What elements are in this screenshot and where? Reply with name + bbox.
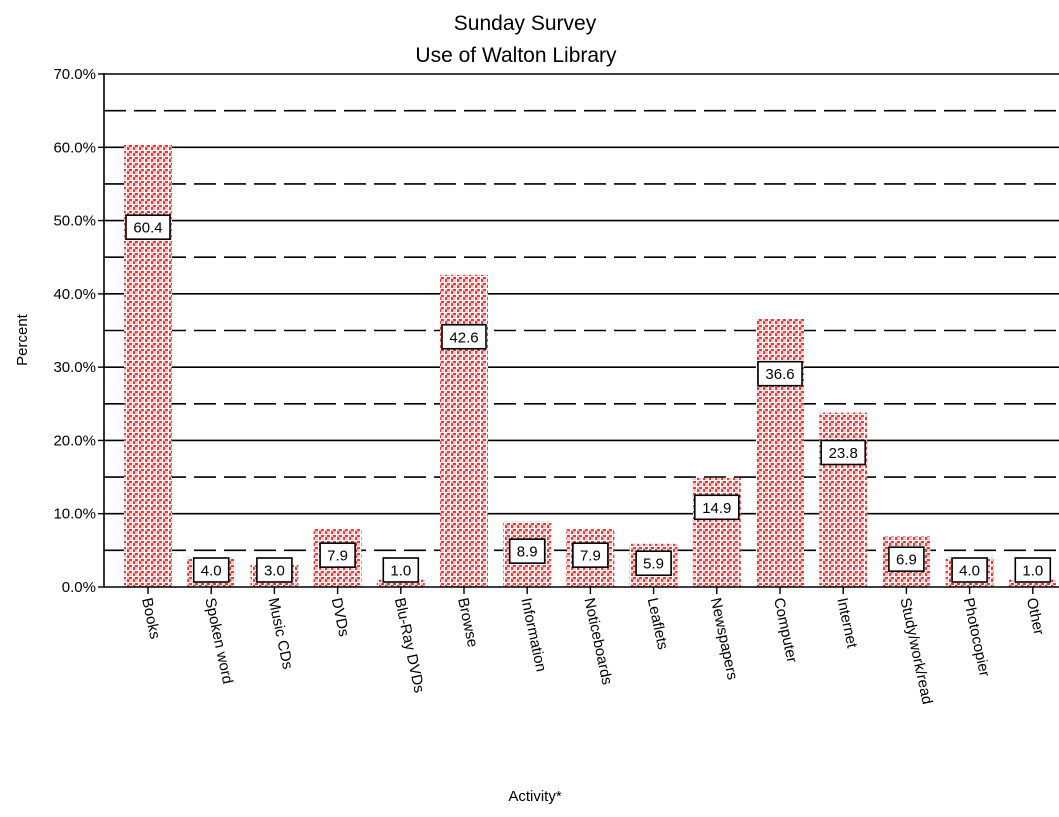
data-label-value: 1.0 <box>390 563 411 580</box>
data-label: 7.9 <box>319 542 356 568</box>
bar-newspapers <box>692 477 741 587</box>
data-label-value: 8.9 <box>517 544 538 561</box>
data-label: 60.4 <box>125 214 171 240</box>
data-label-box <box>382 557 420 583</box>
data-label-value: 3.0 <box>264 563 285 580</box>
x-category-label: Information <box>517 596 549 673</box>
data-label-value: 6.9 <box>896 552 917 569</box>
y-tick-label: 60.0% <box>53 139 96 156</box>
x-category-label: Leaflets <box>644 596 672 651</box>
x-axis-title: Activity* <box>508 788 562 805</box>
chart-subtitle: Use of Walton Library <box>415 44 617 67</box>
y-tick-label: 10.0% <box>53 506 96 523</box>
data-label: 5.9 <box>635 550 672 577</box>
data-label-box <box>256 557 293 583</box>
x-category-labels: Books Spoken word Music CDs DVDs Blu-Ray DVD… <box>138 596 1047 706</box>
y-tick-label: 50.0% <box>53 213 96 230</box>
data-label-box <box>888 546 925 572</box>
data-label-box <box>441 323 487 350</box>
data-label-value: 4.0 <box>201 563 222 580</box>
y-tick-label: 30.0% <box>53 359 96 376</box>
data-label-value: 4.0 <box>959 563 980 580</box>
data-label-value: 60.4 <box>133 220 162 237</box>
x-category-label: Study/work/read <box>896 596 935 706</box>
data-label-value: 1.0 <box>1022 563 1043 580</box>
data-label-box <box>1014 557 1052 583</box>
data-label: 4.0 <box>192 557 230 583</box>
bar-books <box>124 144 172 587</box>
y-tick-label: 0.0% <box>62 579 96 596</box>
data-label: 14.9 <box>693 494 740 521</box>
data-label-box <box>192 557 230 583</box>
x-category-label: Browse <box>454 596 481 648</box>
x-category-label: Newspapers <box>707 596 741 681</box>
x-category-label: Books <box>138 596 163 640</box>
data-labels: 60.4 4.0 3.0 7.9 1.0 42.6 8.9 7.9 5.9 14.9 36.6 23.… <box>125 214 1052 583</box>
data-label-value: 5.9 <box>643 556 664 573</box>
x-category-label: Computer <box>770 596 800 664</box>
x-category-label: DVDs <box>328 596 353 638</box>
data-label-value: 7.9 <box>580 548 601 565</box>
data-label: 23.8 <box>820 439 867 466</box>
x-category-label: Spoken word <box>201 596 236 685</box>
y-tick-label: 70.0% <box>53 66 96 83</box>
data-label: 3.0 <box>256 557 293 583</box>
data-label-box <box>757 360 803 387</box>
x-category-label: Photocopier <box>960 596 993 678</box>
bar-internet <box>819 412 868 587</box>
grid-lines <box>104 73 1059 552</box>
y-tick-labels: 0.0% 10.0% 20.0% 30.0% 40.0% 50.0% 60.0% 70.0% <box>53 66 96 596</box>
data-label-box <box>951 557 988 583</box>
data-label-box <box>820 439 867 466</box>
data-label-box <box>572 542 609 568</box>
data-label: 36.6 <box>757 360 803 387</box>
data-label-value: 36.6 <box>765 366 794 383</box>
data-label-value: 42.6 <box>449 329 478 346</box>
data-label-box <box>508 538 546 564</box>
data-label: 8.9 <box>508 538 546 564</box>
x-category-label: Blu-Ray DVDs <box>391 596 428 694</box>
bar-computer <box>756 318 804 587</box>
x-category-label: Other <box>1023 596 1047 636</box>
y-tick-label: 20.0% <box>53 432 96 449</box>
data-label-value: 14.9 <box>702 500 731 517</box>
y-tick-label: 40.0% <box>53 286 96 303</box>
chart-title: Sunday Survey <box>454 12 597 35</box>
x-category-label: Noticeboards <box>580 596 615 686</box>
bar-other <box>1008 579 1057 587</box>
data-label: 4.0 <box>951 557 988 583</box>
data-label: 7.9 <box>572 542 609 568</box>
data-label-box <box>125 214 171 240</box>
data-label-box <box>693 494 740 521</box>
x-category-label: Music CDs <box>264 596 296 670</box>
data-label: 1.0 <box>382 557 420 583</box>
bars <box>124 144 1057 587</box>
axes <box>98 73 1059 594</box>
data-label-box <box>635 550 672 577</box>
data-label-value: 7.9 <box>327 548 348 565</box>
bar-blu-ray-dvds <box>376 579 425 587</box>
data-label-box <box>319 542 356 568</box>
data-label: 42.6 <box>441 323 487 350</box>
data-label: 1.0 <box>1014 557 1052 583</box>
y-axis-title: Percent <box>14 313 31 366</box>
x-category-label: Internet <box>833 596 860 650</box>
bar-browse <box>440 274 488 587</box>
data-label-value: 23.8 <box>829 445 858 462</box>
data-label: 6.9 <box>888 546 925 572</box>
